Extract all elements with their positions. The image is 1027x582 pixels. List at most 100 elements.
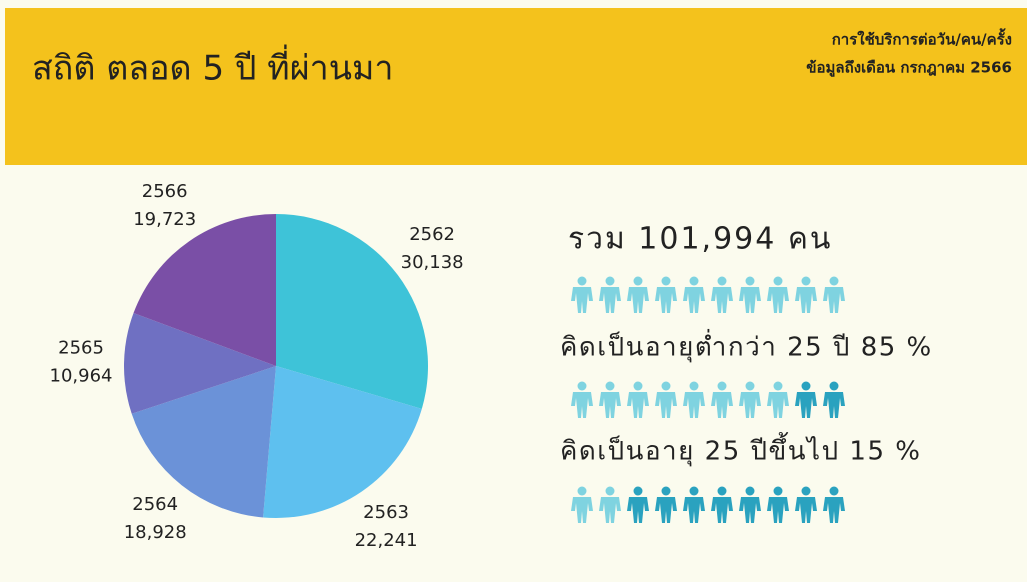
icon-head <box>829 381 839 391</box>
title: สถิติ ตลอด 5 ปี ที่ผ่านมา <box>32 45 393 89</box>
pie-slice <box>263 366 422 518</box>
person-icon <box>823 381 845 418</box>
icon-body <box>571 497 593 523</box>
person-icon <box>739 381 761 418</box>
slice-category: 2566 <box>142 181 188 202</box>
person-icon <box>683 381 705 418</box>
icon-body <box>795 287 817 313</box>
person-icon <box>795 486 817 523</box>
person-icon <box>571 276 593 313</box>
person-icon <box>739 486 761 523</box>
person-icon <box>711 276 733 313</box>
summary-line: คิดเป็นอายุต่ำกว่า 25 ปี 85 % <box>560 329 933 363</box>
person-icon <box>823 276 845 313</box>
person-icon <box>795 276 817 313</box>
icon-head <box>773 276 783 286</box>
person-icon <box>627 381 649 418</box>
person-icon <box>795 381 817 418</box>
icon-body <box>683 287 705 313</box>
icon-body <box>823 287 845 313</box>
person-icon <box>655 276 677 313</box>
pie-slice <box>131 366 276 518</box>
summary-line: คิดเป็นอายุ 25 ปีขึ้นไป 15 % <box>560 432 921 467</box>
icon-head <box>745 276 755 286</box>
icon-body <box>599 497 621 523</box>
summary-total: รวม 101,994 คน <box>568 222 832 257</box>
person-icon <box>711 381 733 418</box>
icon-head <box>773 486 783 496</box>
person-icon <box>599 486 621 523</box>
slice-value: 19,723 <box>133 209 196 230</box>
icon-body <box>627 497 649 523</box>
person-icon <box>683 486 705 523</box>
icon-head <box>801 486 811 496</box>
icon-head <box>633 276 643 286</box>
slice-category: 2563 <box>363 502 409 523</box>
icon-body <box>655 287 677 313</box>
person-icon <box>823 486 845 523</box>
subtitle: การใช้บริการต่อวัน/คน/ครั้ง <box>832 28 1012 49</box>
header-band <box>5 8 1027 165</box>
icon-head <box>745 486 755 496</box>
person-icon <box>711 486 733 523</box>
icon-body <box>571 287 593 313</box>
people-icons <box>571 276 845 523</box>
icon-body <box>767 287 789 313</box>
icon-body <box>739 287 761 313</box>
icon-head <box>717 486 727 496</box>
icon-head <box>605 276 615 286</box>
icon-head <box>745 381 755 391</box>
icon-body <box>599 287 621 313</box>
pie-slice <box>124 313 276 414</box>
icon-body <box>711 392 733 418</box>
person-icon <box>571 381 593 418</box>
icon-body <box>683 392 705 418</box>
slice-value: 18,928 <box>124 522 187 543</box>
icon-body <box>571 392 593 418</box>
icon-body <box>795 392 817 418</box>
slice-value: 22,241 <box>355 530 418 551</box>
pie-slice <box>133 214 276 366</box>
icon-head <box>801 276 811 286</box>
subtitle: ข้อมูลถึงเดือน กรกฎาคม 2566 <box>806 59 1012 78</box>
icon-head <box>661 381 671 391</box>
person-icon <box>739 276 761 313</box>
icon-head <box>689 276 699 286</box>
icon-head <box>661 486 671 496</box>
icon-body <box>823 497 845 523</box>
icon-head <box>689 486 699 496</box>
icon-body <box>655 392 677 418</box>
icon-body <box>627 287 649 313</box>
icon-head <box>829 276 839 286</box>
icon-head <box>577 381 587 391</box>
icon-head <box>717 276 727 286</box>
person-icon <box>683 276 705 313</box>
icon-head <box>717 381 727 391</box>
slice-value: 30,138 <box>401 252 464 273</box>
icon-head <box>633 486 643 496</box>
icon-body <box>711 497 733 523</box>
slice-value: 10,964 <box>50 365 113 386</box>
icon-head <box>773 381 783 391</box>
icon-body <box>739 497 761 523</box>
person-icon <box>571 486 593 523</box>
icon-head <box>605 381 615 391</box>
pie-slice <box>276 214 428 409</box>
icon-body <box>683 497 705 523</box>
icon-body <box>795 497 817 523</box>
slice-category: 2565 <box>58 337 104 358</box>
icon-head <box>633 381 643 391</box>
person-icon <box>599 276 621 313</box>
icon-head <box>829 486 839 496</box>
icon-body <box>823 392 845 418</box>
icon-head <box>689 381 699 391</box>
icon-body <box>627 392 649 418</box>
icon-body <box>599 392 621 418</box>
slice-category: 2562 <box>409 224 455 245</box>
person-icon <box>655 486 677 523</box>
person-icon <box>767 381 789 418</box>
icon-body <box>655 497 677 523</box>
icon-head <box>577 486 587 496</box>
person-icon <box>767 276 789 313</box>
